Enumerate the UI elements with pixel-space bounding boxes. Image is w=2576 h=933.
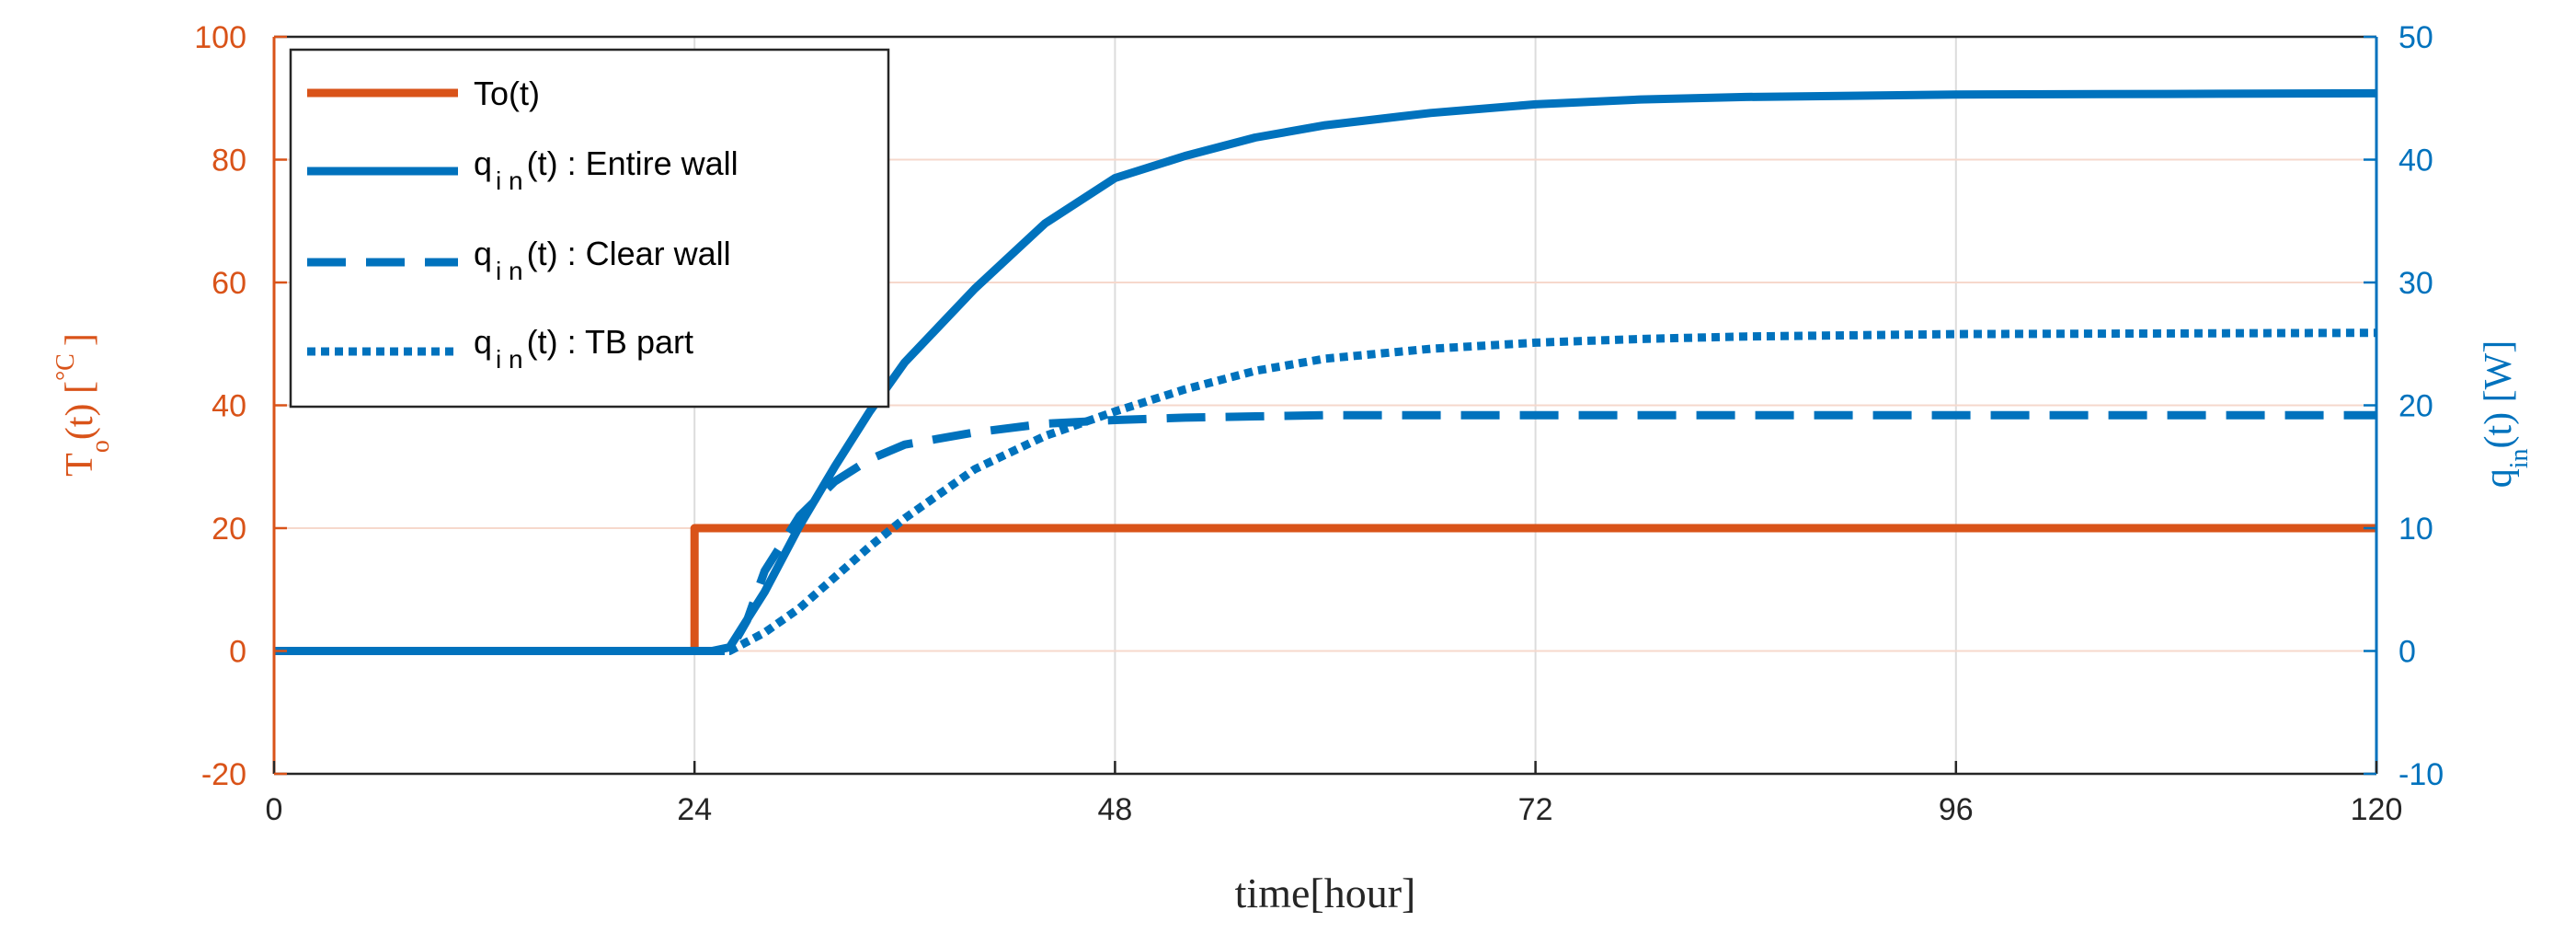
y-left-tick-label-6: 100 [194, 20, 246, 55]
y-right-tick-label-1: 0 [2399, 635, 2416, 670]
axes: 0 24 48 72 96 120 -20 0 20 40 60 80 100 -10 0 10 20 30 40 5… [194, 20, 2444, 827]
y-right-tick-label-4: 30 [2399, 266, 2433, 301]
x-axis-label: time[hour] [1235, 870, 1416, 916]
y-right-axis-label: qin(t) [W] [2478, 340, 2534, 489]
series-line-2 [274, 410, 2376, 655]
y-right-tick-label-5: 40 [2399, 144, 2433, 179]
svg-text:To(t) [°C]: To(t) [°C] [52, 333, 115, 477]
series-line-3 [274, 328, 2377, 655]
y-right-tick-label-2: 10 [2399, 512, 2433, 547]
y-left-tick-label-3: 40 [212, 389, 246, 424]
legend-label-to: To(t) [474, 75, 540, 112]
y-left-tick-label-5: 80 [212, 144, 246, 179]
x-tick-label-1: 24 [677, 792, 712, 827]
y-right-tick-label-6: 50 [2399, 20, 2433, 55]
series-layer [274, 88, 2377, 655]
y-right-tick-label-3: 20 [2399, 389, 2433, 424]
y-left-axis-label: To(t) [°C] [52, 333, 115, 477]
x-tick-label-2: 48 [1097, 792, 1132, 827]
y-left-tick-label-0: -20 [201, 757, 246, 792]
x-tick-label-5: 120 [2351, 792, 2403, 827]
legend-box [289, 48, 890, 409]
y-left-tick-label-4: 60 [212, 266, 246, 301]
x-tick-label-0: 0 [266, 792, 283, 827]
y-right-tick-label-0: -10 [2399, 757, 2444, 792]
y-left-tick-label-1: 0 [229, 635, 246, 670]
svg-text:qin(t) [W]: qin(t) [W] [2478, 340, 2534, 489]
x-tick-label-3: 72 [1518, 792, 1553, 827]
x-tick-label-4: 96 [1939, 792, 1974, 827]
y-left-tick-label-2: 20 [212, 512, 246, 547]
